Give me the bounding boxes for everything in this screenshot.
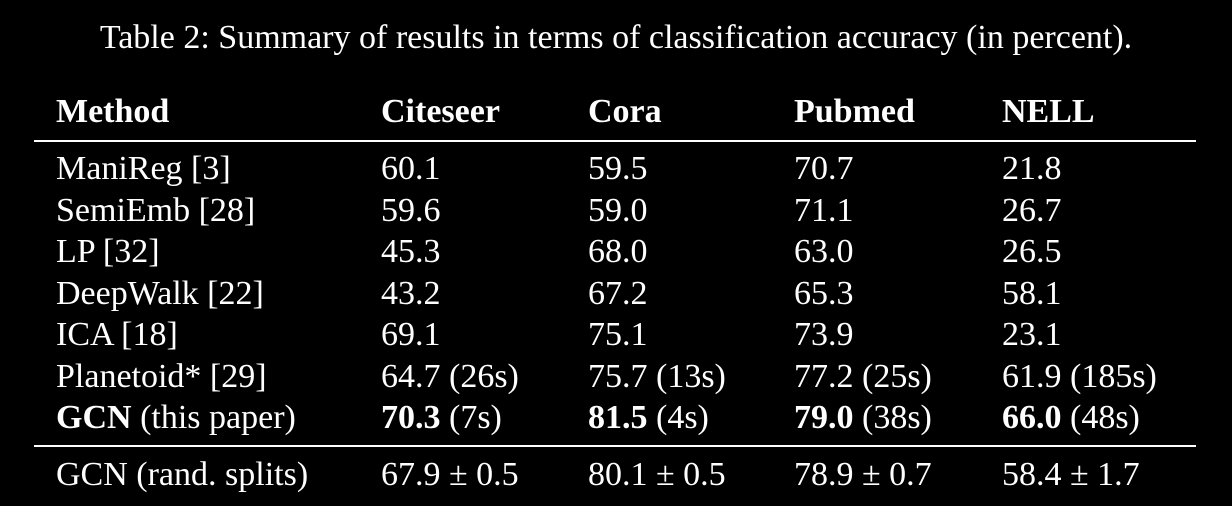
accuracy-value: 67.2: [588, 274, 648, 312]
value-cell-citeseer: 69.1: [381, 314, 441, 356]
method-cell: ManiReg [3]: [56, 150, 231, 187]
accuracy-value: 61.9: [1002, 357, 1062, 395]
runtime: (38s): [853, 399, 932, 436]
accuracy-value: 71.1: [794, 191, 854, 229]
accuracy-value: 23.1: [1002, 316, 1062, 353]
accuracy-value: 26.5: [1002, 233, 1062, 270]
runtime: (185s): [1061, 357, 1157, 395]
table-row: SemiEmb [28] 59.6 59.0 71.1 26.7: [0, 190, 1232, 232]
value-cell-cora: 59.5: [588, 148, 648, 190]
table-row: DeepWalk [22] 43.2 67.2 65.3 58.1: [0, 273, 1232, 315]
method-cell: GCN (this paper): [56, 397, 296, 439]
value-cell-pubmed: 79.0 (38s): [794, 397, 932, 439]
accuracy-value: 59.5: [588, 150, 648, 187]
value-cell-citeseer: 70.3 (7s): [381, 397, 502, 439]
value-cell-cora: 68.0: [588, 231, 648, 273]
table-row: Planetoid* [29] 64.7 (26s) 75.7 (13s) 77.2 …: [0, 356, 1232, 398]
method-cell: LP [32]: [56, 233, 160, 270]
value-cell-cora: 81.5 (4s): [588, 397, 709, 439]
method-cell: GCN (rand. splits): [56, 456, 309, 493]
column-header-pubmed: Pubmed: [794, 93, 915, 130]
accuracy-value: 26.7: [1002, 191, 1062, 229]
accuracy-value: 59.0: [588, 191, 648, 229]
table-row-random-splits: GCN (rand. splits) 67.9 ± 0.5 80.1 ± 0.5…: [0, 454, 1232, 496]
value-cell-nell: 58.4 ± 1.7: [1002, 456, 1140, 493]
section-rule: [34, 445, 1196, 447]
value-cell-nell: 23.1: [1002, 314, 1062, 356]
column-header-cora: Cora: [588, 93, 662, 130]
value-bold: 70.3: [381, 399, 441, 436]
method-name-bold: GCN: [56, 399, 132, 436]
accuracy-value: 65.3: [794, 274, 854, 312]
value-cell-pubmed: 71.1: [794, 190, 854, 232]
accuracy-value: 63.0: [794, 233, 854, 270]
value-cell-nell: 58.1: [1002, 273, 1062, 315]
value-cell-citeseer: 43.2: [381, 273, 441, 315]
method-name-rest: (this paper): [131, 399, 296, 436]
accuracy-value: 64.7: [381, 357, 441, 395]
header-rule: [34, 140, 1196, 142]
runtime: (4s): [647, 399, 709, 436]
accuracy-value: 21.8: [1002, 150, 1062, 187]
value-cell-nell: 26.5: [1002, 231, 1062, 273]
method-cell: Planetoid* [29]: [56, 357, 267, 395]
table-row: ICA [18] 69.1 75.1 73.9 23.1: [0, 314, 1232, 356]
table-header-row: Method Citeseer Cora Pubmed NELL: [0, 91, 1232, 133]
value-cell-nell: 21.8: [1002, 148, 1062, 190]
value-cell-cora: 75.1: [588, 314, 648, 356]
runtime: (7s): [440, 399, 502, 436]
value-cell-cora: 75.7 (13s): [588, 356, 726, 398]
accuracy-value: 60.1: [381, 150, 441, 187]
column-header-citeseer: Citeseer: [381, 93, 500, 130]
accuracy-value: 73.9: [794, 316, 854, 353]
column-header-nell: NELL: [1002, 93, 1095, 130]
table-row: LP [32] 45.3 68.0 63.0 26.5: [0, 231, 1232, 273]
accuracy-value: 75.1: [588, 316, 648, 353]
value-cell-pubmed: 78.9 ± 0.7: [794, 456, 932, 493]
accuracy-value: 59.6: [381, 191, 441, 229]
column-header-method: Method: [56, 93, 170, 130]
value-bold: 81.5: [588, 399, 648, 436]
runtime: (25s): [853, 357, 932, 395]
table-row-gcn: GCN (this paper) 70.3 (7s) 81.5 (4s) 79.…: [0, 397, 1232, 439]
value-cell-citeseer: 67.9 ± 0.5: [381, 456, 519, 493]
method-cell: DeepWalk [22]: [56, 274, 264, 312]
accuracy-value: 75.7: [588, 357, 648, 395]
accuracy-value: 43.2: [381, 274, 441, 312]
value-cell-nell: 66.0 (48s): [1002, 397, 1140, 439]
value-cell-pubmed: 77.2 (25s): [794, 356, 932, 398]
value-cell-citeseer: 45.3: [381, 231, 441, 273]
table-row: ManiReg [3] 60.1 59.5 70.7 21.8: [0, 148, 1232, 190]
method-cell: SemiEmb [28]: [56, 191, 256, 229]
value-cell-citeseer: 60.1: [381, 148, 441, 190]
method-cell: ICA [18]: [56, 316, 178, 353]
runtime: (26s): [440, 357, 519, 395]
value-cell-citeseer: 59.6: [381, 190, 441, 232]
value-cell-pubmed: 65.3: [794, 273, 854, 315]
value-bold: 66.0: [1002, 399, 1062, 436]
runtime: (13s): [647, 357, 726, 395]
accuracy-value: 58.1: [1002, 274, 1062, 312]
runtime: (48s): [1061, 399, 1140, 436]
accuracy-value: 68.0: [588, 233, 648, 270]
accuracy-value: 77.2: [794, 357, 854, 395]
value-cell-pubmed: 73.9: [794, 314, 854, 356]
value-cell-nell: 61.9 (185s): [1002, 356, 1157, 398]
value-cell-pubmed: 63.0: [794, 231, 854, 273]
value-cell-cora: 59.0: [588, 190, 648, 232]
value-cell-cora: 67.2: [588, 273, 648, 315]
value-cell-cora: 80.1 ± 0.5: [588, 456, 726, 493]
accuracy-value: 70.7: [794, 150, 854, 187]
accuracy-value: 69.1: [381, 316, 441, 353]
accuracy-value: 45.3: [381, 233, 441, 270]
value-cell-pubmed: 70.7: [794, 148, 854, 190]
value-cell-nell: 26.7: [1002, 190, 1062, 232]
value-cell-citeseer: 64.7 (26s): [381, 356, 519, 398]
table-caption: Table 2: Summary of results in terms of …: [99, 19, 1133, 56]
value-bold: 79.0: [794, 399, 854, 436]
